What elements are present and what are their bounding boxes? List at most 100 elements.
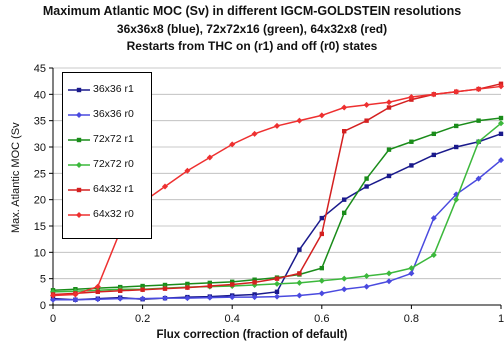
legend-label: 36x36 r0 <box>93 108 134 120</box>
data-point-72x72-r1 <box>140 283 145 289</box>
y-tick-label: 35 <box>34 116 46 128</box>
chart-title: Maximum Atlantic MOC (Sv) in different I… <box>42 4 462 18</box>
data-point-36x36-r0 <box>341 286 348 293</box>
data-point-36x36-r1 <box>274 289 280 295</box>
y-tick-label: 20 <box>34 195 46 207</box>
data-point-64x32-r0 <box>475 86 482 93</box>
x-tick-label: 1 <box>498 313 504 325</box>
data-point-64x32-r1 <box>342 129 347 134</box>
data-point-72x72-r1 <box>386 147 392 152</box>
data-point-36x36-r0 <box>72 296 79 303</box>
data-point-64x32-r1 <box>207 283 212 289</box>
legend-item: 64x32 r1 <box>63 181 151 199</box>
data-point-36x36-r0 <box>162 295 168 302</box>
legend-marker <box>76 112 82 118</box>
data-point-36x36-r0 <box>274 293 280 300</box>
chart-subtitle-resolutions: 36x36x8 (blue), 72x72x16 (green), 64x32x… <box>116 22 388 36</box>
data-point-36x36-r0 <box>498 157 504 164</box>
data-point-36x36-r1 <box>319 215 324 221</box>
data-point-64x32-r1 <box>364 118 369 123</box>
data-point-64x32-r1 <box>297 271 302 276</box>
data-point-72x72-r0 <box>498 120 504 127</box>
data-point-64x32-r0 <box>363 101 370 108</box>
data-point-64x32-r0 <box>251 130 258 137</box>
data-point-64x32-r0 <box>50 292 56 299</box>
data-point-36x36-r1 <box>364 184 369 189</box>
data-point-64x32-r1 <box>319 231 324 237</box>
x-tick-label: 0.4 <box>225 313 240 325</box>
data-point-72x72-r0 <box>274 280 280 287</box>
data-point-36x36-r0 <box>251 294 258 301</box>
data-point-72x72-r1 <box>431 131 436 137</box>
data-point-36x36-r0 <box>318 290 325 297</box>
data-point-64x32-r0 <box>229 141 236 148</box>
legend-symbol <box>68 137 90 143</box>
data-point-72x72-r0 <box>386 270 392 277</box>
data-point-64x32-r0 <box>430 91 437 98</box>
data-point-64x32-r1 <box>230 282 235 287</box>
data-point-72x72-r0 <box>363 273 370 280</box>
legend-marker <box>76 187 82 193</box>
data-point-36x36-r0 <box>475 175 482 182</box>
data-point-64x32-r1 <box>274 276 280 281</box>
data-point-64x32-r0 <box>498 83 504 90</box>
y-tick-label: 5 <box>40 274 46 286</box>
legend-symbol <box>68 112 90 118</box>
legend-label: 72x72 r1 <box>93 133 134 145</box>
x-tick-label: 0.8 <box>404 313 419 325</box>
data-point-64x32-r0 <box>453 88 460 95</box>
data-point-36x36-r0 <box>386 278 392 285</box>
data-point-36x36-r1 <box>498 131 504 137</box>
y-tick-label: 0 <box>40 300 46 312</box>
legend-symbol <box>68 187 90 193</box>
chart-subtitle-restarts: Restarts from THC on (r1) and off (r0) s… <box>126 39 378 53</box>
legend-marker <box>76 162 82 168</box>
legend-label: 64x32 r1 <box>93 183 134 195</box>
legend-label: 72x72 r0 <box>93 158 134 170</box>
data-point-36x36-r0 <box>50 296 56 303</box>
data-point-36x36-r0 <box>408 270 415 277</box>
y-tick-label: 40 <box>34 89 46 101</box>
data-point-72x72-r1 <box>342 210 347 216</box>
legend-item: 72x72 r1 <box>63 131 151 149</box>
data-point-72x72-r0 <box>453 196 460 203</box>
x-tick-label: 0 <box>50 313 56 325</box>
data-point-64x32-r1 <box>252 280 257 285</box>
data-point-36x36-r0 <box>229 294 236 301</box>
data-point-36x36-r0 <box>139 295 146 302</box>
y-axis-label: Max. Atlantic MOC (Sv <box>10 122 22 233</box>
data-point-72x72-r1 <box>185 281 190 287</box>
data-point-64x32-r0 <box>318 112 325 119</box>
data-point-64x32-r1 <box>162 286 168 291</box>
data-point-36x36-r0 <box>184 295 191 302</box>
data-point-36x36-r0 <box>94 296 101 303</box>
legend-item: 36x36 r0 <box>63 106 151 124</box>
data-point-72x72-r1 <box>319 265 324 271</box>
x-tick-label: 0.2 <box>135 313 150 325</box>
y-tick-label: 25 <box>34 168 46 180</box>
data-point-36x36-r1 <box>342 197 347 202</box>
data-point-36x36-r1 <box>431 152 436 158</box>
data-point-64x32-r1 <box>95 289 100 295</box>
data-point-64x32-r1 <box>140 287 145 292</box>
data-point-64x32-r0 <box>341 104 348 111</box>
data-point-36x36-r0 <box>430 215 437 222</box>
data-point-36x36-r0 <box>363 283 370 290</box>
legend-item: 64x32 r0 <box>63 206 151 224</box>
data-point-72x72-r1 <box>364 176 369 181</box>
data-point-64x32-r0 <box>162 183 168 190</box>
data-point-72x72-r0 <box>408 265 415 272</box>
data-point-64x32-r0 <box>72 291 79 298</box>
legend-item: 36x36 r1 <box>63 81 151 99</box>
data-point-64x32-r0 <box>274 122 280 129</box>
y-tick-label: 15 <box>34 221 46 233</box>
data-point-36x36-r0 <box>117 295 124 302</box>
data-point-72x72-r1 <box>409 139 414 144</box>
x-tick-label: 0.6 <box>314 313 329 325</box>
data-point-72x72-r1 <box>498 115 504 121</box>
legend-label: 36x36 r1 <box>93 83 134 95</box>
legend-marker <box>76 212 82 218</box>
data-point-72x72-r0 <box>318 277 325 284</box>
data-point-72x72-r1 <box>230 279 235 285</box>
legend-marker <box>76 87 82 93</box>
